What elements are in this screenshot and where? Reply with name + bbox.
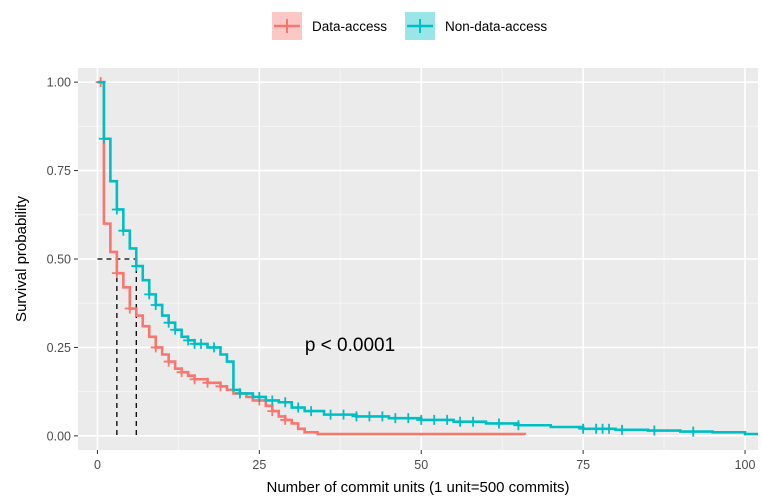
- x-tick-label: 100: [735, 458, 756, 472]
- censor-mark-non-data-access: [429, 414, 440, 425]
- censor-mark-non-data-access: [468, 416, 479, 427]
- x-axis-ticks: 0 25 50 75 100: [94, 450, 756, 472]
- censor-mark-data-access: [267, 406, 278, 417]
- censor-mark-non-data-access: [416, 414, 427, 425]
- censor-mark-data-access: [280, 414, 291, 425]
- censor-mark-non-data-access: [513, 420, 524, 431]
- censor-mark-non-data-access: [131, 261, 142, 272]
- censor-mark-non-data-access: [455, 416, 466, 427]
- y-tick-label: 1.00: [47, 76, 71, 90]
- censor-mark-non-data-access: [338, 409, 349, 420]
- censor-mark-non-data-access: [390, 413, 401, 424]
- censor-mark-non-data-access: [267, 395, 278, 406]
- grid-major: [78, 68, 758, 450]
- censor-mark-non-data-access: [234, 388, 245, 399]
- p-value-annotation: p < 0.0001: [305, 335, 395, 356]
- censor-mark-non-data-access: [150, 299, 161, 310]
- censor-mark-data-access: [124, 303, 135, 314]
- censor-mark-non-data-access: [364, 411, 375, 422]
- legend-label-non-data-access: Non-data-access: [445, 19, 547, 34]
- censor-mark-non-data-access: [403, 413, 414, 424]
- y-tick-label: 0.00: [47, 429, 71, 443]
- censor-mark-data-access: [163, 356, 174, 367]
- censor-mark-non-data-access: [144, 289, 155, 300]
- censor-mark-non-data-access: [111, 204, 122, 215]
- censor-mark-non-data-access: [377, 411, 388, 422]
- censor-mark-data-access: [111, 268, 122, 279]
- censor-mark-non-data-access: [442, 414, 453, 425]
- censor-mark-non-data-access: [351, 411, 362, 422]
- censor-mark-non-data-access: [493, 418, 504, 429]
- censor-mark-non-data-access: [183, 335, 194, 346]
- censor-mark-data-access: [215, 381, 226, 392]
- y-tick-label: 0.75: [47, 164, 71, 178]
- legend-label-data-access: Data-access: [312, 19, 387, 34]
- censor-mark-non-data-access: [254, 391, 265, 402]
- censor-mark-data-access: [189, 374, 200, 385]
- censor-mark-non-data-access: [118, 225, 129, 236]
- x-tick-label: 75: [576, 458, 590, 472]
- x-axis-label: Number of commit units (1 unit=500 commi…: [266, 479, 569, 496]
- censor-mark-non-data-access: [604, 423, 615, 434]
- censor-mark-non-data-access: [163, 317, 174, 328]
- x-tick-label: 25: [252, 458, 266, 472]
- y-axis-label: Survival probability: [13, 196, 30, 322]
- censor-mark-non-data-access: [688, 426, 699, 437]
- censor-mark-non-data-access: [196, 338, 207, 349]
- censor-mark-non-data-access: [170, 324, 181, 335]
- legend: Data-access Non-data-access: [272, 12, 547, 40]
- censor-mark-non-data-access: [293, 402, 304, 413]
- x-tick-label: 0: [94, 458, 101, 472]
- y-axis-ticks: 0.00 0.25 0.50 0.75 1.00: [47, 76, 78, 443]
- censor-mark-data-access: [202, 377, 213, 388]
- y-tick-label: 0.25: [47, 341, 71, 355]
- censor-mark-data-access: [150, 342, 161, 353]
- censor-mark-data-access: [176, 367, 187, 378]
- censor-mark-non-data-access: [578, 423, 589, 434]
- censor-mark-non-data-access: [306, 406, 317, 417]
- censor-mark-non-data-access: [98, 133, 109, 144]
- censor-mark-non-data-access: [649, 425, 660, 436]
- x-tick-label: 50: [414, 458, 428, 472]
- censor-mark-non-data-access: [209, 342, 219, 353]
- y-tick-label: 0.50: [47, 253, 71, 267]
- series-layer: [95, 77, 758, 437]
- censor-mark-non-data-access: [280, 397, 291, 408]
- censor-mark-non-data-access: [617, 424, 627, 435]
- censor-mark-non-data-access: [325, 409, 336, 420]
